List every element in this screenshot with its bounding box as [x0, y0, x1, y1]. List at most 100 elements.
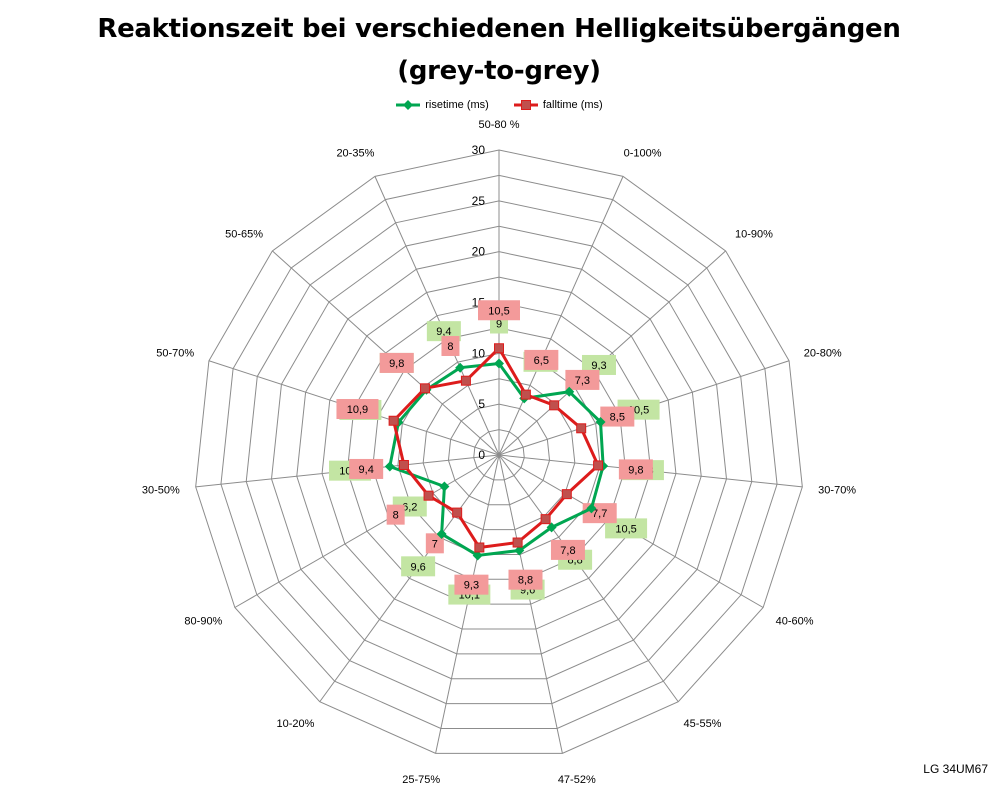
- series-point: [452, 507, 463, 518]
- series-point: [561, 489, 572, 500]
- grid-ring: [270, 225, 728, 680]
- category-label: 30-50%: [142, 485, 180, 497]
- series-point: [423, 490, 434, 501]
- series-line: [388, 362, 605, 557]
- series-point: [494, 343, 504, 354]
- radial-tick-label: 25: [472, 194, 486, 208]
- series-point: [460, 375, 471, 386]
- data-label: 8,5: [610, 412, 625, 424]
- grid-spoke: [498, 454, 563, 754]
- category-label: 50-70%: [156, 348, 194, 360]
- data-label-box: [379, 352, 414, 373]
- series-point: [564, 386, 575, 397]
- series-point: [586, 503, 597, 514]
- data-label-box: [524, 349, 559, 370]
- data-label-box: [478, 300, 520, 321]
- series-point: [455, 362, 466, 373]
- data-label: 8: [393, 510, 399, 522]
- data-label: 7,7: [592, 508, 607, 520]
- legend-label-risetime: risetime (ms): [425, 99, 489, 111]
- category-label: 20-35%: [336, 148, 374, 160]
- series-point: [576, 423, 587, 434]
- grid-ring: [346, 301, 652, 605]
- series-point: [512, 537, 523, 548]
- data-label: 8: [447, 341, 453, 353]
- category-label: 25-75%: [402, 774, 440, 786]
- data-label: 9,8: [628, 464, 643, 476]
- grid-spoke: [498, 250, 726, 456]
- radial-ticks: 051015202530: [472, 143, 486, 462]
- legend: risetime (ms) falltime (ms): [0, 99, 998, 111]
- category-label: 45-55%: [684, 718, 722, 730]
- data-label-box: [401, 556, 436, 577]
- legend-swatch-risetime: [396, 100, 421, 110]
- series-point: [593, 460, 604, 471]
- grid-spoke: [234, 454, 500, 608]
- series-point: [388, 415, 399, 426]
- data-label-box: [349, 458, 384, 479]
- category-label: 50-65%: [225, 229, 263, 241]
- data-label-box: [386, 504, 405, 525]
- category-label: 10-20%: [277, 718, 315, 730]
- series-point: [546, 522, 557, 533]
- series-falltime: [388, 343, 604, 553]
- data-label: 9,4: [359, 464, 374, 476]
- radial-tick-label: 10: [472, 346, 486, 360]
- category-label: 80-90%: [184, 616, 222, 628]
- series-point: [595, 417, 606, 428]
- series-point: [474, 542, 485, 553]
- radial-tick-label: 30: [472, 143, 486, 157]
- watermark: LG 34UM67: [923, 762, 988, 776]
- data-label-box: [565, 369, 600, 390]
- data-label-box: [550, 539, 585, 560]
- data-labels-falltime: 10,5 6,5 7,3 8,5 9,8 7,7 7,8 8,8 9,3 7 8 9,4 10,9 9,8…: [336, 300, 653, 595]
- grid-spoke: [498, 454, 679, 703]
- legend-item-falltime: falltime (ms): [513, 99, 603, 111]
- radial-tick-label: 0: [478, 448, 485, 462]
- grid-ring: [321, 276, 677, 630]
- series-risetime: [384, 358, 609, 561]
- radial-tick-label: 20: [472, 245, 486, 259]
- chart-subtitle: (grey-to-grey): [397, 56, 601, 86]
- data-label: 9,6: [410, 561, 425, 573]
- series-point: [494, 358, 504, 369]
- category-label: 40-60%: [776, 616, 814, 628]
- data-label: 7: [432, 538, 438, 550]
- category-label: 50-80 %: [479, 119, 520, 131]
- grid-ring: [220, 174, 778, 729]
- series-point: [419, 383, 430, 394]
- series-point: [520, 389, 531, 400]
- data-label: 6,5: [534, 355, 549, 367]
- category-labels: 50-80 % 0-100% 10-90% 20-80% 30-70% 40-60% 45-…: [142, 119, 856, 786]
- data-label-box: [336, 399, 379, 420]
- series-point: [439, 481, 450, 492]
- data-label: 7,3: [575, 375, 590, 387]
- legend-item-risetime: risetime (ms): [395, 99, 489, 111]
- category-label: 0-100%: [624, 148, 662, 160]
- data-label: 9,3: [591, 360, 606, 372]
- radar-grid: [195, 149, 803, 754]
- series-point: [549, 400, 560, 411]
- grid-ring: [372, 327, 626, 580]
- series-point: [436, 528, 447, 539]
- data-label: 10,5: [488, 305, 509, 317]
- data-label: 10,9: [347, 404, 368, 416]
- grid-ring: [473, 429, 525, 481]
- data-label-box: [454, 574, 489, 595]
- data-label: 9,4: [436, 326, 451, 338]
- legend-swatch-falltime: [513, 100, 538, 110]
- grid-ring: [296, 251, 702, 655]
- grid-spoke: [498, 176, 624, 456]
- radial-tick-label: 5: [478, 397, 485, 411]
- data-label-box: [618, 459, 653, 480]
- grid-ring: [447, 403, 551, 506]
- data-label: 9,3: [464, 580, 479, 592]
- data-label: 8,8: [518, 575, 533, 587]
- grid-ring: [422, 378, 576, 531]
- chart-title: Reaktionszeit bei verschiedenen Helligke…: [0, 8, 998, 92]
- series-point: [514, 545, 525, 556]
- data-label: 7,8: [560, 545, 575, 557]
- category-label: 10-90%: [735, 229, 773, 241]
- grid-spoke: [319, 454, 500, 703]
